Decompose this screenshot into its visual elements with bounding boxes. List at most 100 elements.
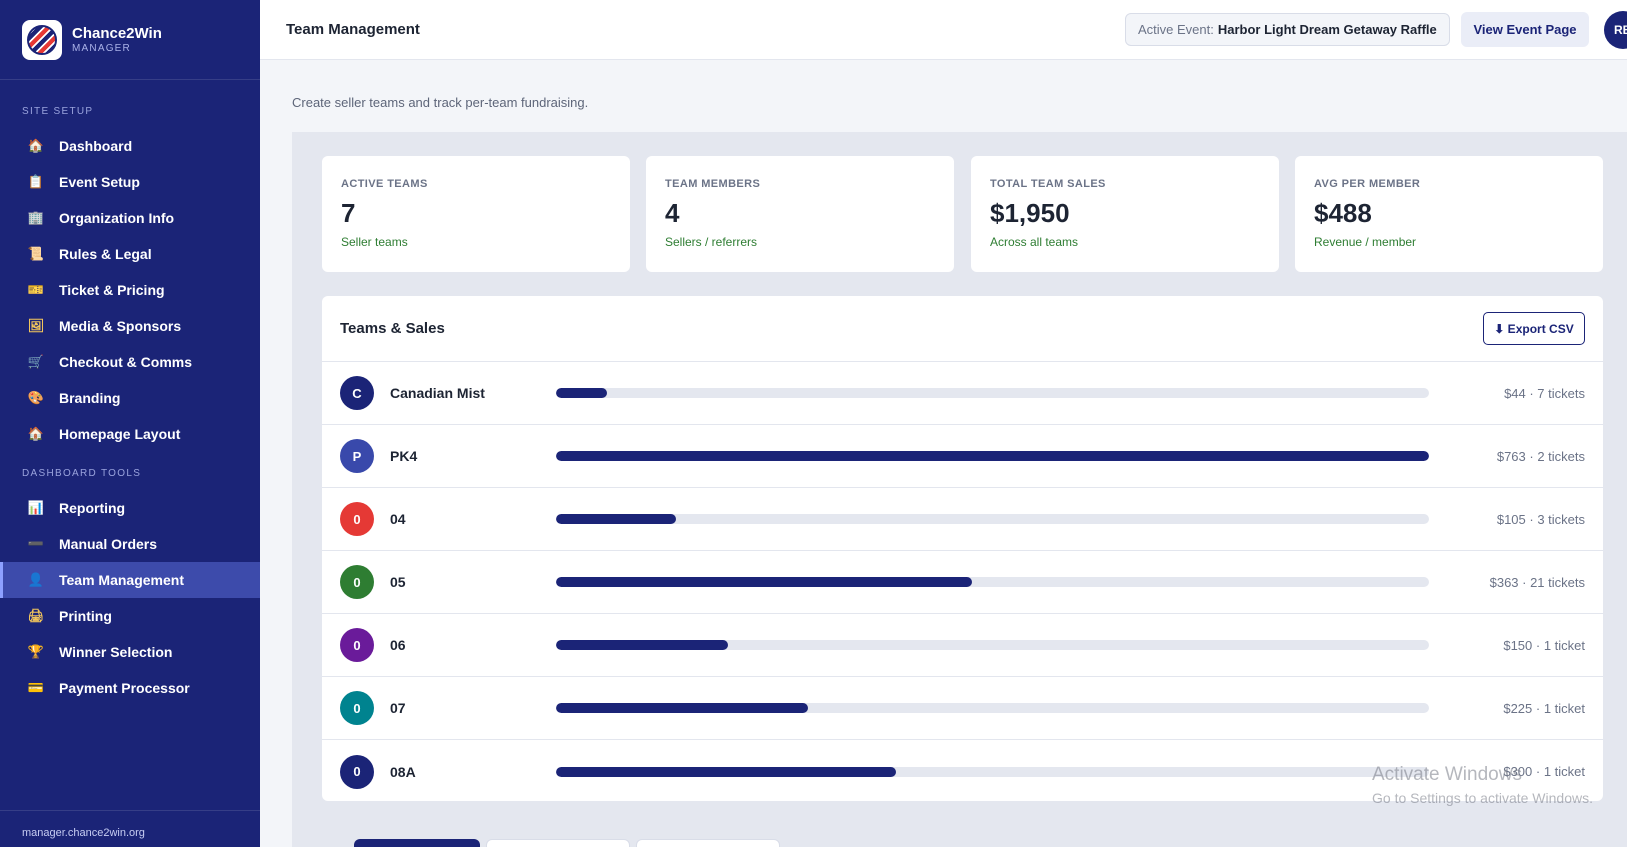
- team-avatar: 0: [340, 691, 374, 725]
- sidebar-item-label: Dashboard: [59, 138, 133, 154]
- sidebar-item-manual-orders[interactable]: ➖ Manual Orders: [0, 526, 260, 562]
- stat-sub: Sellers / referrers: [665, 235, 758, 249]
- view-event-page-button[interactable]: View Event Page: [1461, 12, 1589, 47]
- sidebar-item-label: Homepage Layout: [59, 426, 181, 442]
- topbar: Team Management Active Event: Harbor Lig…: [260, 0, 1627, 60]
- teams-card-title: Teams & Sales: [340, 320, 445, 337]
- sales-progress-bar: [556, 577, 1429, 587]
- sales-progress-bar: [556, 451, 1429, 461]
- section-label-dashboard-tools: DASHBOARD TOOLS: [22, 468, 142, 479]
- windows-watermark-title: Activate Windows: [1372, 764, 1522, 785]
- checkout-comms-icon: 🛒: [27, 354, 45, 369]
- sidebar-item-label: Payment Processor: [59, 680, 190, 696]
- sidebar-item-label: Branding: [59, 390, 121, 406]
- sidebar-item-label: Winner Selection: [59, 644, 173, 660]
- sales-progress-fill: [556, 388, 607, 398]
- sidebar-item-label: Event Setup: [59, 174, 140, 190]
- manual-orders-icon: ➖: [27, 536, 45, 551]
- export-csv-button[interactable]: ⬇ Export CSV: [1483, 312, 1585, 345]
- ticket-pricing-icon: 🎫: [27, 282, 45, 297]
- active-event-label: Active Event:: [1138, 22, 1214, 37]
- stat-card-avg-per-member: AVG PER MEMBER $488 Revenue / member: [1295, 156, 1603, 272]
- team-row[interactable]: 0 04 $105 · 3 tickets: [322, 488, 1603, 551]
- team-sales-stats: $105 · 3 tickets: [1496, 511, 1585, 527]
- team-avatar: 0: [340, 565, 374, 599]
- sidebar-item-rules-legal[interactable]: 📜 Rules & Legal: [0, 236, 260, 272]
- tab[interactable]: [636, 839, 780, 847]
- sales-progress-fill: [556, 766, 896, 777]
- windows-watermark-subtitle: Go to Settings to activate Windows.: [1372, 790, 1593, 806]
- sidebar-item-winner-selection[interactable]: 🏆 Winner Selection: [0, 634, 260, 670]
- team-avatar: 0: [340, 502, 374, 536]
- stat-value: 7: [341, 198, 356, 228]
- sidebar-item-payment-processor[interactable]: 💳 Payment Processor: [0, 670, 260, 706]
- sidebar-item-reporting[interactable]: 📊 Reporting: [0, 490, 260, 526]
- team-row[interactable]: 0 06 $150 · 1 ticket: [322, 614, 1603, 677]
- sidebar-item-team-management[interactable]: 👤 Team Management: [0, 562, 260, 598]
- sales-progress-bar: [556, 514, 1429, 524]
- sales-progress-fill: [556, 451, 1429, 461]
- team-name: Canadian Mist: [390, 385, 485, 401]
- homepage-layout-icon: 🏠: [27, 426, 45, 441]
- team-sales-stats: $225 · 1 ticket: [1503, 700, 1585, 716]
- sidebar-item-label: Reporting: [59, 500, 126, 516]
- sales-progress-bar: [556, 388, 1429, 398]
- sidebar-footer: manager.chance2win.org: [0, 810, 260, 847]
- teams-card-header: Teams & Sales ⬇ Export CSV: [322, 296, 1603, 362]
- sidebar-item-media-sponsors[interactable]: 🖼 Media & Sponsors: [0, 308, 260, 344]
- nav-dashboard-tools: 📊 Reporting ➖ Manual Orders 👤 Team Management…: [0, 490, 260, 706]
- page-title: Team Management: [286, 21, 420, 38]
- team-name: 07: [390, 700, 406, 716]
- rules-legal-icon: 📜: [27, 246, 45, 261]
- team-row[interactable]: 0 05 $363 · 21 tickets: [322, 551, 1603, 614]
- brand[interactable]: Chance2Win MANAGER: [0, 0, 260, 80]
- sidebar-item-homepage-layout[interactable]: 🏠 Homepage Layout: [0, 416, 260, 452]
- team-name: PK4: [390, 448, 418, 464]
- sidebar-item-label: Team Management: [59, 572, 184, 588]
- stat-label: TOTAL TEAM SALES: [990, 178, 1106, 190]
- stat-sub: Seller teams: [341, 235, 408, 249]
- team-sales-stats: $150 · 1 ticket: [1503, 637, 1585, 653]
- stat-label: AVG PER MEMBER: [1314, 178, 1421, 190]
- section-label-site-setup: SITE SETUP: [22, 106, 94, 117]
- sidebar-item-checkout-comms[interactable]: 🛒 Checkout & Comms: [0, 344, 260, 380]
- team-row[interactable]: P PK4 $763 · 2 tickets: [322, 425, 1603, 488]
- brand-sub: MANAGER: [72, 42, 131, 54]
- printing-icon: 🖨: [27, 608, 45, 623]
- sidebar-item-organization-info[interactable]: 🏢 Organization Info: [0, 200, 260, 236]
- sales-progress-fill: [556, 640, 728, 650]
- sidebar-item-label: Rules & Legal: [59, 246, 152, 262]
- payment-processor-icon: 💳: [27, 680, 45, 695]
- team-avatar: C: [340, 376, 374, 410]
- sidebar-item-dashboard[interactable]: 🏠 Dashboard: [0, 128, 260, 164]
- active-event-value: Harbor Light Dream Getaway Raffle: [1217, 22, 1437, 37]
- sidebar-item-label: Checkout & Comms: [59, 354, 193, 370]
- team-row[interactable]: C Canadian Mist $44 · 7 tickets: [322, 362, 1603, 425]
- sidebar-item-label: Ticket & Pricing: [59, 282, 165, 298]
- sidebar-item-printing[interactable]: 🖨 Printing: [0, 598, 260, 634]
- stat-label: ACTIVE TEAMS: [341, 178, 428, 190]
- sidebar-item-ticket-pricing[interactable]: 🎫 Ticket & Pricing: [0, 272, 260, 308]
- sidebar-item-event-setup[interactable]: 📋 Event Setup: [0, 164, 260, 200]
- team-avatar: 0: [340, 628, 374, 662]
- sidebar: Chance2Win MANAGER SITE SETUP 🏠 Dashboard…: [0, 0, 260, 847]
- sidebar-item-label: Printing: [59, 608, 112, 624]
- stat-value: $1,950: [990, 198, 1070, 228]
- dashboard-icon: 🏠: [27, 138, 45, 153]
- tab-active[interactable]: [354, 839, 480, 847]
- media-sponsors-icon: 🖼: [27, 318, 45, 333]
- sales-progress-bar: [556, 766, 1429, 777]
- sidebar-item-branding[interactable]: 🎨 Branding: [0, 380, 260, 416]
- organization-info-icon: 🏢: [27, 210, 45, 225]
- branding-icon: 🎨: [27, 390, 45, 405]
- stat-sub: Revenue / member: [1314, 235, 1417, 249]
- tab[interactable]: [486, 839, 630, 847]
- logo: [22, 19, 62, 60]
- team-row[interactable]: 0 07 $225 · 1 ticket: [322, 677, 1603, 740]
- sales-progress-bar: [556, 703, 1429, 713]
- team-row[interactable]: 0 08A $300 · 1 ticket: [322, 740, 1603, 803]
- team-avatar: P: [340, 439, 374, 473]
- avatar[interactable]: RB: [1604, 11, 1627, 49]
- stat-label: TEAM MEMBERS: [665, 178, 761, 190]
- event-setup-icon: 📋: [27, 174, 45, 189]
